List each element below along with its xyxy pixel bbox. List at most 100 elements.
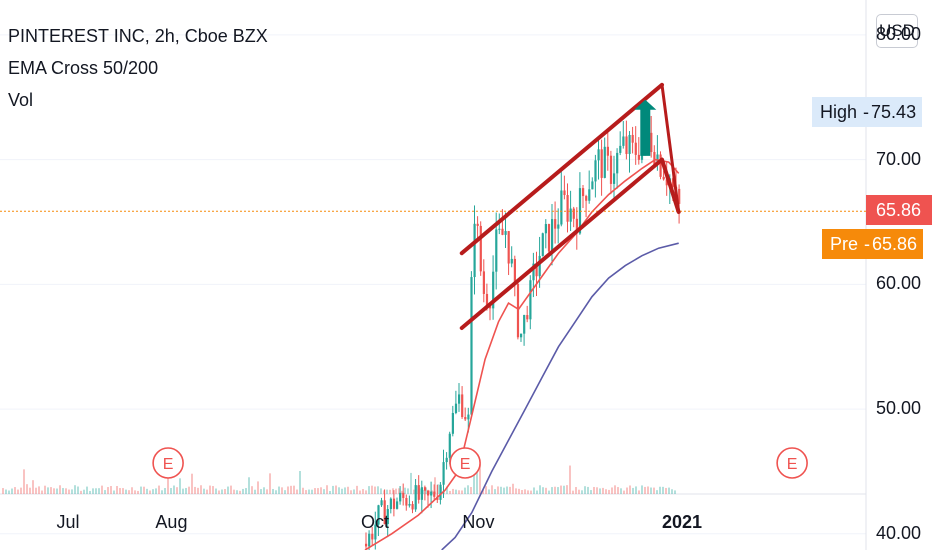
- candle-body: [569, 208, 572, 222]
- candle: [389, 497, 392, 514]
- volume-bar: [281, 487, 283, 494]
- volume-bar: [392, 488, 394, 494]
- time-tick-label: Nov: [462, 512, 495, 532]
- candle: [399, 486, 402, 505]
- volume-bar: [278, 486, 280, 494]
- candle: [662, 170, 665, 181]
- ema-50-line: [364, 158, 680, 550]
- candle-body: [526, 315, 529, 320]
- candle: [628, 131, 631, 173]
- currency-button[interactable]: USD: [876, 14, 918, 48]
- candle-body: [476, 223, 479, 226]
- volume-bar: [575, 487, 577, 494]
- candle-body: [451, 412, 454, 434]
- price-tick-label: 70.00: [876, 148, 922, 169]
- volume-bar: [521, 490, 523, 494]
- candle-body: [420, 487, 423, 500]
- candle: [402, 483, 405, 506]
- volume-bar: [65, 488, 67, 494]
- volume-bar: [293, 485, 295, 494]
- candle-body: [523, 315, 526, 334]
- volume-bar: [467, 485, 469, 494]
- volume-bar: [11, 488, 13, 494]
- volume-bar: [119, 488, 121, 494]
- volume-bar: [539, 485, 541, 494]
- candle: [609, 150, 613, 195]
- volume-bar: [659, 486, 661, 494]
- volume-bar: [296, 489, 298, 494]
- volume-bar: [176, 487, 178, 494]
- volume-bar: [404, 487, 406, 494]
- candle-body: [637, 154, 640, 160]
- ema-indicator-label[interactable]: EMA Cross 50/200: [8, 58, 159, 78]
- volume-bar: [23, 469, 25, 494]
- earnings-marker[interactable]: E: [776, 447, 808, 479]
- candle: [619, 131, 622, 156]
- volume-bar: [188, 486, 190, 494]
- candle: [560, 171, 563, 227]
- volume-bar: [335, 485, 337, 494]
- volume-bar: [146, 488, 148, 494]
- candle-body: [364, 543, 368, 547]
- candle-body: [377, 505, 380, 525]
- candle: [563, 175, 566, 200]
- candle-body: [430, 491, 433, 496]
- volume-bar: [68, 489, 70, 494]
- volume-bar: [419, 488, 421, 494]
- candle: [622, 120, 625, 149]
- symbol-title[interactable]: PINTEREST INC, 2h, Cboe BZX: [8, 26, 268, 46]
- volume-bar: [596, 487, 598, 494]
- earnings-icon: E: [460, 456, 471, 473]
- volume-bar: [329, 490, 331, 494]
- candle-body: [662, 176, 665, 180]
- volume-indicator-label[interactable]: Vol: [8, 90, 34, 110]
- candle-body: [408, 504, 411, 506]
- high-label: High: [820, 101, 858, 122]
- volume-bar: [332, 485, 334, 494]
- volume-bar: [671, 489, 673, 494]
- candle-body: [461, 394, 464, 418]
- pre-value: 65.86: [872, 233, 918, 254]
- volume-bar: [650, 487, 652, 494]
- candle: [479, 221, 482, 276]
- candle: [464, 407, 467, 421]
- volume-bar: [131, 487, 133, 494]
- candle-body: [560, 190, 563, 225]
- candle-body: [464, 417, 467, 420]
- volume-bar: [302, 487, 304, 494]
- volume-bar: [158, 485, 160, 494]
- candle: [445, 452, 448, 470]
- volume-bar: [434, 477, 436, 494]
- last-price-value: 65.86: [876, 199, 922, 220]
- volume-bar: [581, 490, 583, 494]
- earnings-marker[interactable]: E: [449, 447, 481, 479]
- candle: [566, 183, 569, 233]
- volume-bar: [563, 485, 565, 494]
- candle: [600, 139, 603, 196]
- volume-bar: [488, 489, 490, 494]
- candle-body: [609, 155, 613, 184]
- candle-body: [488, 305, 492, 309]
- candle: [368, 530, 371, 550]
- candle-body: [448, 433, 451, 458]
- candle: [544, 219, 547, 249]
- volume-bars: [2, 464, 676, 494]
- volume-bar: [359, 490, 361, 494]
- volume-bar: [221, 489, 223, 494]
- volume-bar: [365, 490, 367, 494]
- volume-bar: [95, 488, 97, 494]
- candle-body: [678, 188, 681, 204]
- candle-body: [467, 414, 470, 420]
- volume-bar: [617, 487, 619, 494]
- price-tick-label: 80.00: [876, 23, 922, 44]
- candle-body: [411, 504, 414, 510]
- volume-bar: [20, 487, 22, 494]
- volume-bar: [389, 489, 391, 494]
- volume-bar: [644, 486, 646, 494]
- volume-bar: [668, 487, 670, 494]
- volume-bar: [5, 489, 7, 494]
- earnings-marker[interactable]: E: [152, 447, 184, 479]
- candle-body: [402, 492, 405, 499]
- volume-bar: [284, 490, 286, 494]
